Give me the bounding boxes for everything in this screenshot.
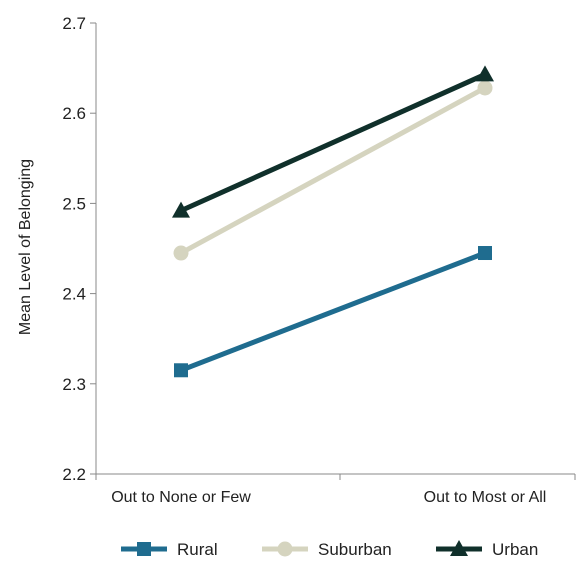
y-tick-label: 2.6: [62, 104, 86, 123]
series-urban: [172, 65, 494, 218]
y-tick-label: 2.4: [62, 285, 86, 304]
legend-marker: [450, 540, 468, 556]
data-point: [477, 80, 493, 96]
x-category-label: Out to Most or All: [424, 489, 547, 506]
y-tick-label: 2.2: [62, 465, 86, 484]
legend-item-suburban: Suburban: [262, 540, 392, 559]
series-line: [179, 85, 487, 256]
legend-marker: [277, 541, 293, 557]
legend: Rural Suburban Urban: [121, 540, 538, 559]
legend-label: Rural: [177, 540, 218, 559]
y-tick-label: 2.5: [62, 194, 86, 213]
x-category-label: Out to None or Few: [111, 489, 251, 506]
legend-label: Suburban: [318, 540, 392, 559]
legend-marker: [137, 542, 151, 556]
series-line: [179, 72, 487, 213]
series-layer: [172, 65, 494, 378]
x-ticks: Out to None or Few Out to Most or All: [95, 474, 576, 506]
y-axis-title: Mean Level of Belonging: [17, 159, 34, 335]
data-point: [173, 245, 189, 261]
y-tick-label: 2.3: [62, 375, 86, 394]
y-ticks: 2.2 2.3 2.4 2.5 2.6 2.7: [62, 14, 96, 484]
legend-label: Urban: [492, 540, 538, 559]
legend-item-urban: Urban: [436, 540, 538, 559]
data-point: [172, 201, 190, 218]
data-point: [174, 363, 188, 378]
series-line: [180, 250, 486, 373]
y-tick-label: 2.7: [62, 14, 86, 33]
data-point: [478, 246, 492, 261]
series-suburban: [173, 80, 493, 261]
axes: [95, 23, 575, 475]
series-rural: [174, 246, 492, 378]
data-point: [476, 65, 494, 82]
legend-item-rural: Rural: [121, 540, 218, 559]
